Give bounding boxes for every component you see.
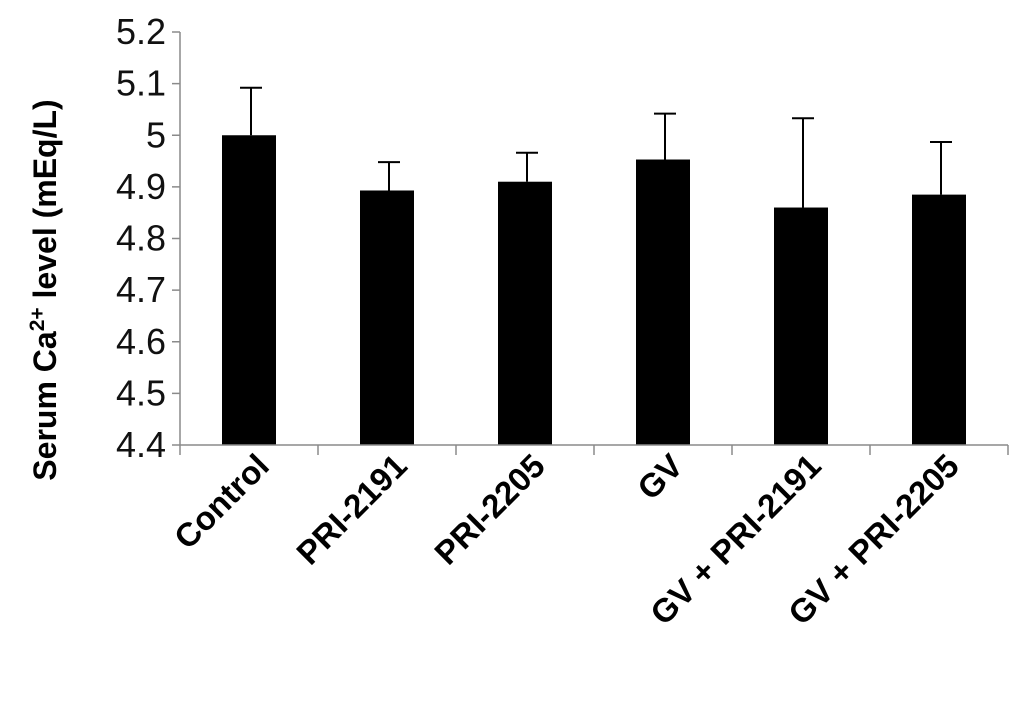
bars: [222, 86, 966, 446]
y-tick-label: 4.6: [116, 321, 166, 362]
x-category-label: PRI-2191: [289, 447, 414, 572]
bar: [498, 181, 552, 445]
y-tick-label: 4.9: [116, 166, 166, 207]
x-category-label: Control: [167, 447, 276, 556]
x-category-label: GV: [630, 447, 690, 507]
y-tick-label: 5.1: [116, 63, 166, 104]
y-tick-label: 4.4: [116, 424, 166, 465]
bar: [636, 159, 690, 446]
y-tick-label: 4.8: [116, 218, 166, 259]
y-tick-label: 4.7: [116, 269, 166, 310]
y-axis-title-part-2: level (mEq/L): [27, 99, 63, 307]
y-axis: 4.4 4.5 4.6 4.7 4.8 4.9 5 5.1 5.2: [116, 11, 181, 465]
bar: [912, 194, 966, 445]
y-tick-label: 5: [146, 114, 166, 155]
y-tick-label: 4.5: [116, 372, 166, 413]
x-category-label: PRI-2205: [427, 447, 552, 572]
y-axis-title-superscript: 2+: [26, 307, 49, 331]
bar: [222, 135, 276, 445]
bar: [360, 190, 414, 445]
bar: [774, 207, 828, 445]
y-axis-title-part-1: Serum Ca: [27, 331, 63, 481]
y-axis-title: Serum Ca2+ level (mEq/L): [26, 99, 63, 480]
y-tick-label: 5.2: [116, 11, 166, 52]
